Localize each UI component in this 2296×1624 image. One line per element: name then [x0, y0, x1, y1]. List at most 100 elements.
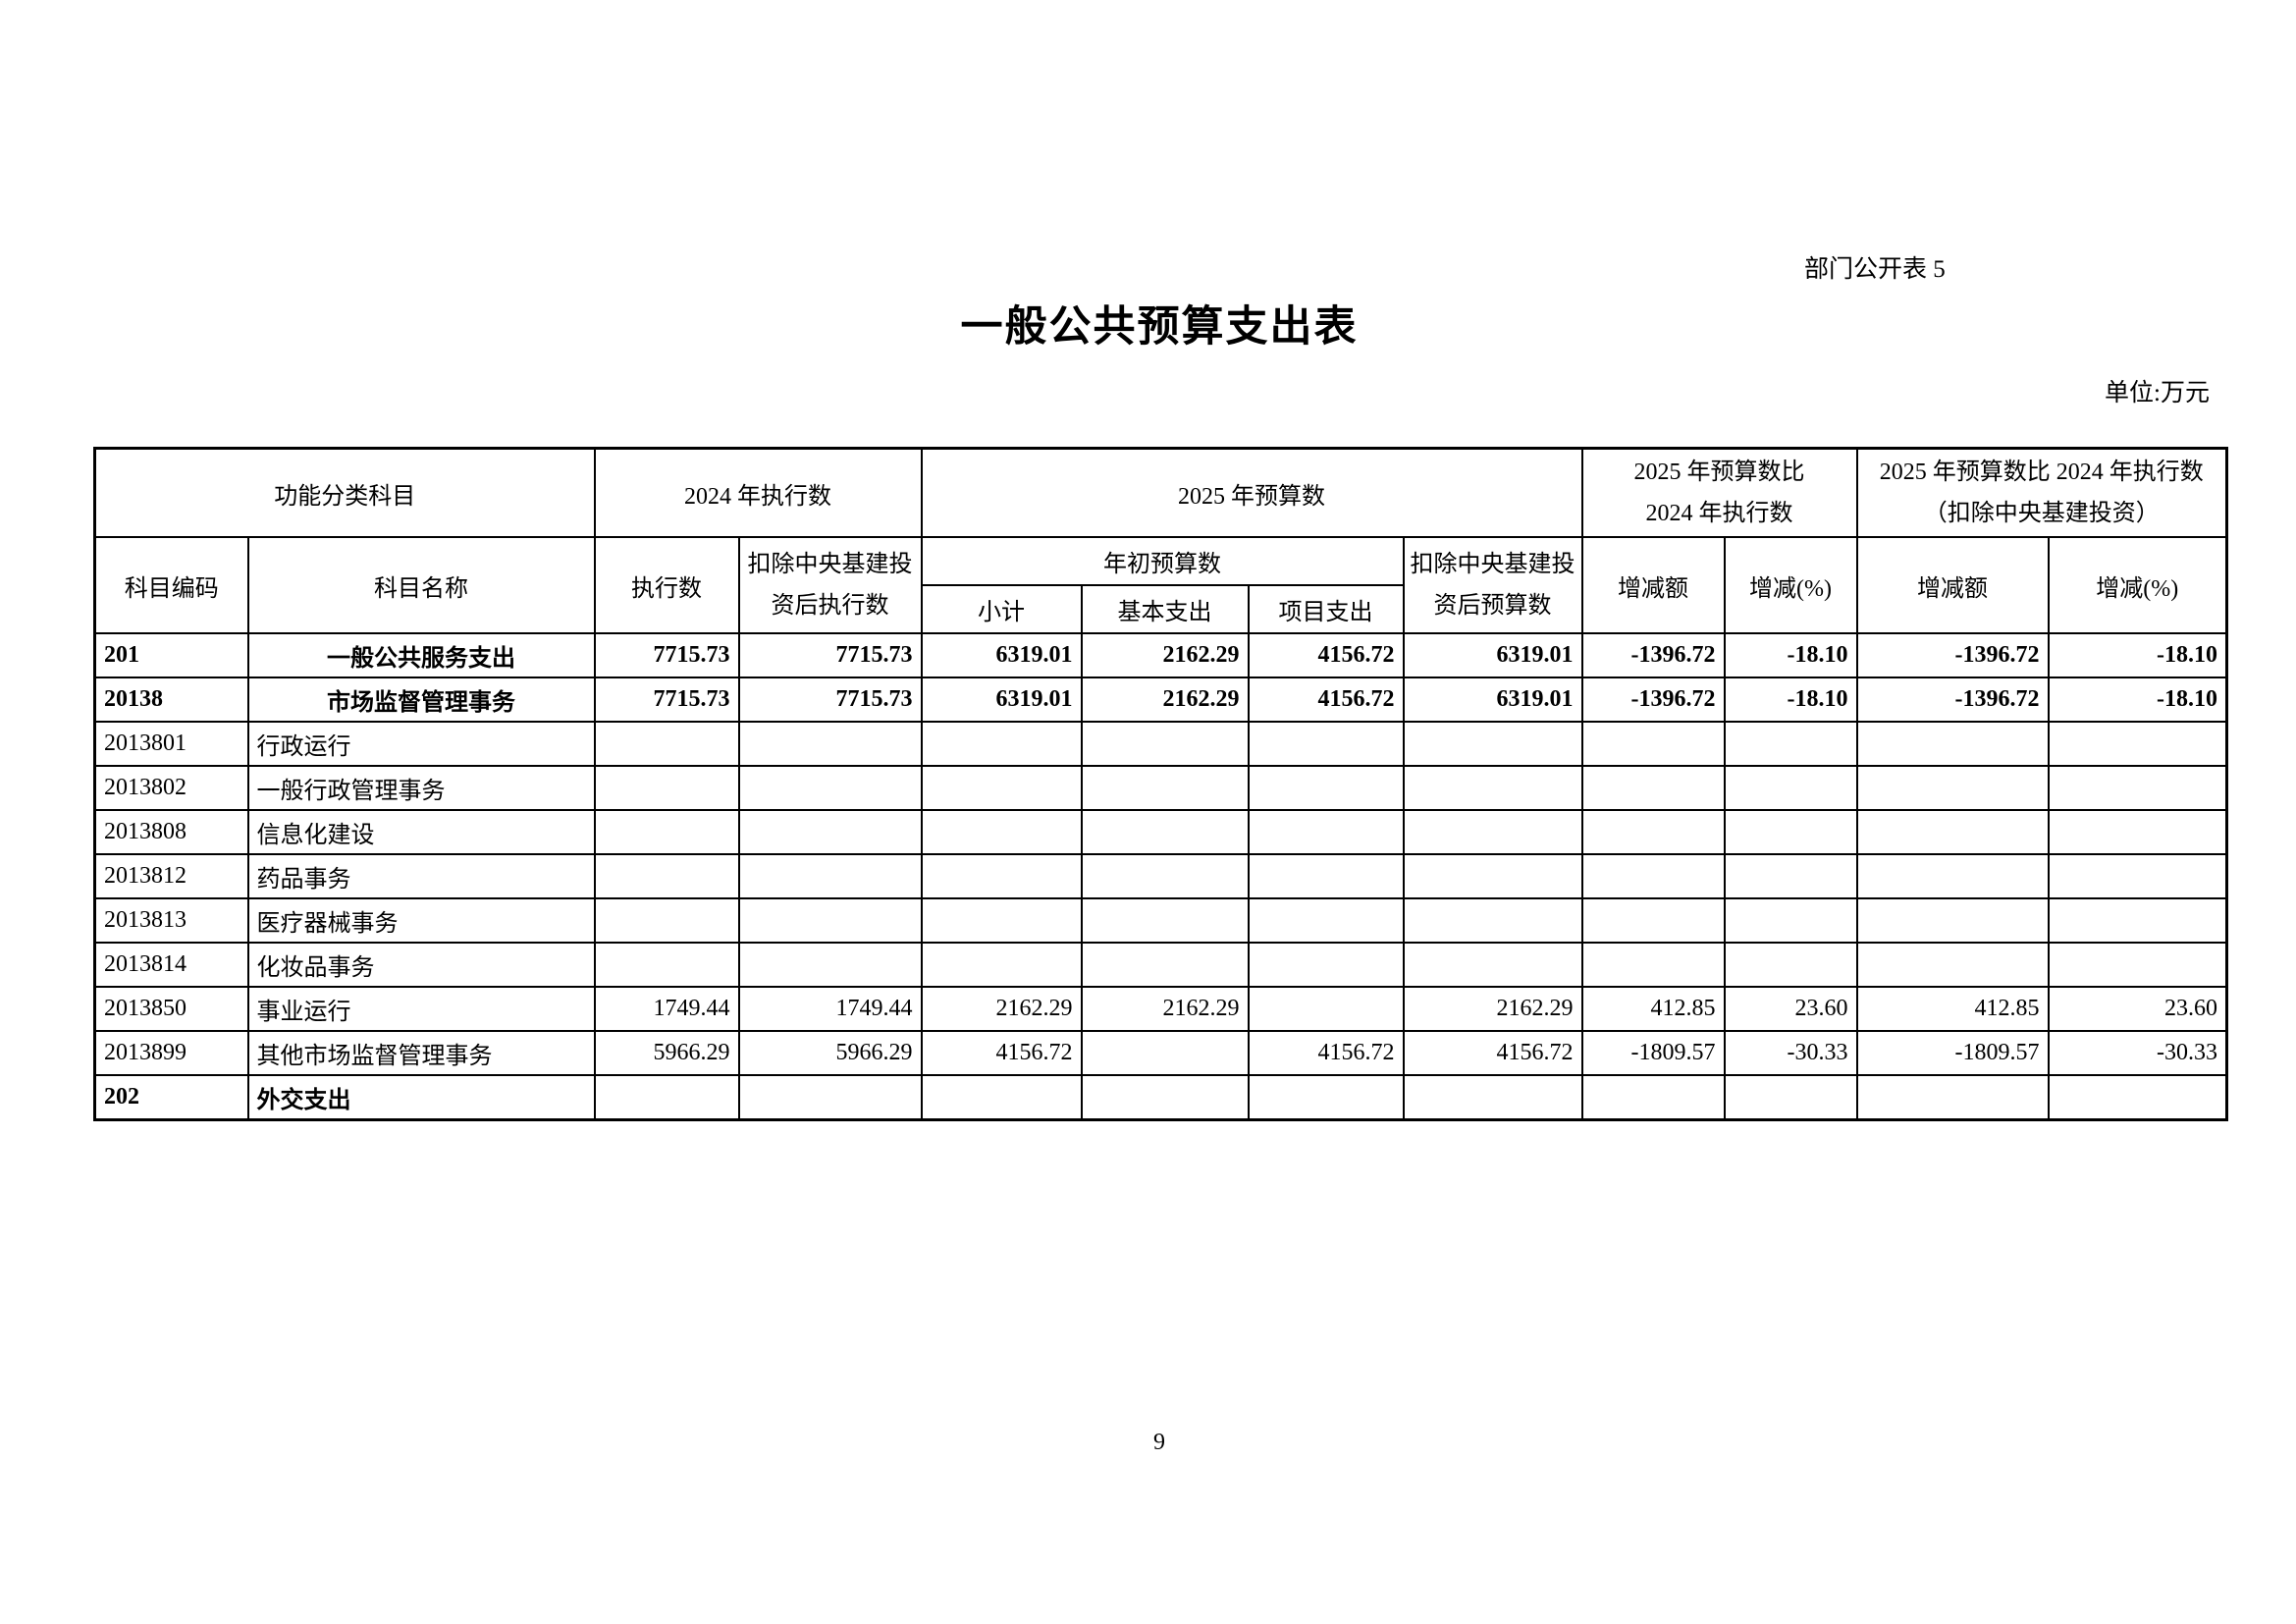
value-cell	[2047, 853, 2228, 899]
subject-code-cell: 202	[93, 1074, 249, 1121]
value-cell	[1580, 1074, 1726, 1121]
value-cell: 23.60	[1723, 986, 1858, 1032]
table-row: 2013801 行政运行	[93, 721, 2228, 767]
value-cell	[737, 809, 923, 855]
value-cell: 2162.29	[1080, 632, 1250, 678]
value-cell	[1080, 897, 1250, 944]
value-cell	[1723, 897, 1858, 944]
value-cell: 2162.29	[1402, 986, 1583, 1032]
value-cell: 6319.01	[1402, 677, 1583, 723]
value-cell: -1396.72	[1580, 677, 1726, 723]
value-cell	[1580, 809, 1726, 855]
value-cell: 7715.73	[737, 677, 923, 723]
value-cell: 4156.72	[1402, 1030, 1583, 1076]
header-subtotal: 小计	[920, 584, 1083, 634]
value-cell: 5966.29	[737, 1030, 923, 1076]
value-cell: 6319.01	[920, 677, 1083, 723]
value-cell: -18.10	[1723, 632, 1858, 678]
header-change-amount-1: 增减额	[1580, 536, 1726, 634]
subject-name-cell: 市场监督管理事务	[246, 677, 596, 723]
header-exec: 执行数	[593, 536, 740, 634]
header-basic-expense: 基本支出	[1080, 584, 1250, 634]
table-row: 201 一般公共服务支出 7715.73 7715.73 6319.01 2162.29 4…	[93, 632, 2228, 678]
header-budget-adjusted-line2: 资后预算数	[1433, 593, 1552, 619]
header-change-pct-2: 增减(%)	[2047, 536, 2228, 634]
value-cell	[1580, 765, 1726, 811]
header-budget-adjusted: 扣除中央基建投 资后预算数	[1402, 536, 1583, 634]
value-cell	[1080, 721, 1250, 767]
header-cmp-2024-line2: 2024 年执行数	[1645, 501, 1793, 526]
subject-name-cell: 一般行政管理事务	[246, 765, 596, 811]
value-cell	[1080, 942, 1250, 988]
header-cmp-2024-adjusted-line1: 2025 年预算数比 2024 年执行数	[1879, 460, 2204, 485]
value-cell	[1080, 1074, 1250, 1121]
value-cell	[737, 1074, 923, 1121]
subject-name-cell: 事业运行	[246, 986, 596, 1032]
header-subject-code: 科目编码	[93, 536, 249, 634]
header-budget-adjusted-line1: 扣除中央基建投	[1410, 552, 1575, 577]
subject-name-cell: 药品事务	[246, 853, 596, 899]
subject-name-cell: 医疗器械事务	[246, 897, 596, 944]
value-cell	[1855, 853, 2050, 899]
value-cell	[1855, 721, 2050, 767]
table-header: 功能分类科目 2024 年执行数 2025 年预算数 2025 年预算数比 20…	[93, 447, 2228, 634]
value-cell	[593, 765, 740, 811]
value-cell	[593, 942, 740, 988]
table-row: 2013802 一般行政管理事务	[93, 765, 2228, 811]
value-cell: 2162.29	[1080, 677, 1250, 723]
value-cell	[1247, 986, 1405, 1032]
value-cell	[1247, 897, 1405, 944]
value-cell	[1080, 809, 1250, 855]
subject-name-cell: 其他市场监督管理事务	[246, 1030, 596, 1076]
subject-name-cell: 化妆品事务	[246, 942, 596, 988]
value-cell	[920, 1074, 1083, 1121]
value-cell: 4156.72	[1247, 1030, 1405, 1076]
value-cell: 7715.73	[593, 632, 740, 678]
header-project-expense: 项目支出	[1247, 584, 1405, 634]
table-row: 2013850 事业运行 1749.44 1749.44 2162.29 2162.29 2…	[93, 986, 2228, 1032]
subject-code-cell: 2013801	[93, 721, 249, 767]
value-cell	[1723, 1074, 1858, 1121]
value-cell	[1855, 942, 2050, 988]
table-row: 2013814 化妆品事务	[93, 942, 2228, 988]
value-cell: 2162.29	[920, 986, 1083, 1032]
page-number: 9	[1153, 1430, 1165, 1455]
value-cell	[1723, 765, 1858, 811]
value-cell	[737, 765, 923, 811]
value-cell: -1809.57	[1580, 1030, 1726, 1076]
value-cell	[1723, 942, 1858, 988]
value-cell	[920, 853, 1083, 899]
header-cmp-2024-adjusted-line2: （扣除中央基建投资）	[1923, 501, 2160, 526]
header-exec-adjusted-line2: 资后执行数	[771, 593, 889, 619]
value-cell	[2047, 897, 2228, 944]
value-cell	[1402, 1074, 1583, 1121]
value-cell	[2047, 765, 2228, 811]
header-budget-2025: 2025 年预算数	[920, 447, 1583, 538]
table-row: 2013899 其他市场监督管理事务 5966.29 5966.29 4156.72 41…	[93, 1030, 2228, 1076]
header-exec-2024: 2024 年执行数	[593, 447, 923, 538]
value-cell: 4156.72	[1247, 632, 1405, 678]
value-cell: -1396.72	[1855, 632, 2050, 678]
value-cell	[1402, 853, 1583, 899]
header-initial-budget: 年初预算数	[920, 536, 1405, 586]
table-body: 201 一般公共服务支出 7715.73 7715.73 6319.01 2162.29 4…	[93, 632, 2228, 1121]
corner-note: 部门公开表 5	[1804, 256, 1946, 283]
value-cell: -18.10	[2047, 677, 2228, 723]
table-row: 202 外交支出	[93, 1074, 2228, 1121]
value-cell	[920, 809, 1083, 855]
value-cell	[1580, 853, 1726, 899]
value-cell: 5966.29	[593, 1030, 740, 1076]
value-cell	[1247, 942, 1405, 988]
table-row: 2013813 医疗器械事务	[93, 897, 2228, 944]
value-cell: 4156.72	[1247, 677, 1405, 723]
value-cell	[1247, 721, 1405, 767]
header-change-amount-2: 增减额	[1855, 536, 2050, 634]
value-cell: -18.10	[1723, 677, 1858, 723]
value-cell	[1247, 1074, 1405, 1121]
value-cell	[593, 1074, 740, 1121]
subject-code-cell: 2013850	[93, 986, 249, 1032]
value-cell	[1402, 942, 1583, 988]
value-cell	[1402, 721, 1583, 767]
subject-code-cell: 2013802	[93, 765, 249, 811]
